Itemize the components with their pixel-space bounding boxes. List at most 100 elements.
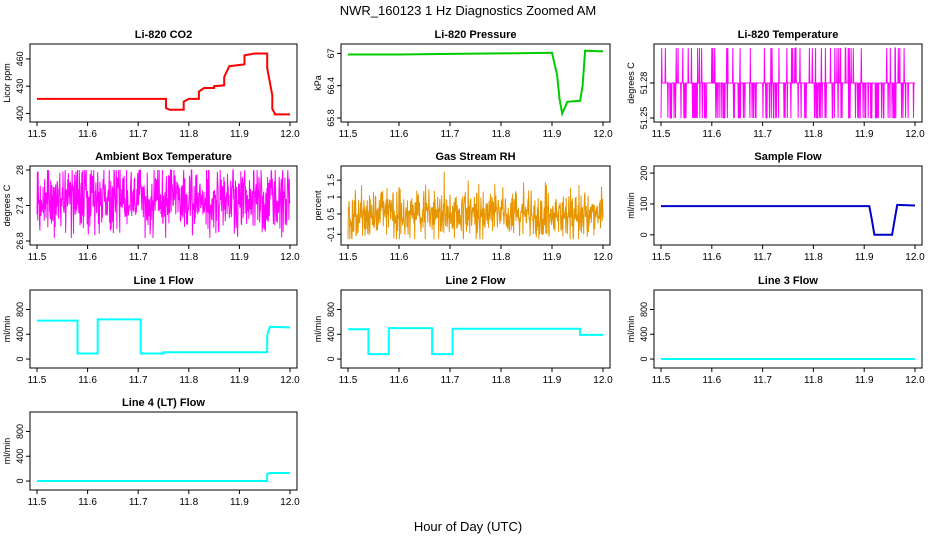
x-tick-label: 11.8 [492, 129, 511, 140]
plot-frame [340, 165, 611, 246]
x-tick-label: 11.8 [492, 375, 511, 386]
panel-ylabel: Licor ppm [2, 63, 12, 103]
chart-panel: Line 4 (LT) Flow ml/min 11.5 11.6 11.7 11.8 11… [2, 397, 300, 508]
y-tick-label: 51.25 [639, 107, 649, 130]
x-tick-label: 11.9 [230, 497, 249, 508]
x-tick-label: 11.6 [78, 252, 97, 263]
x-tick-label: 11.9 [230, 129, 249, 140]
figure-xlabel: Hour of Day (UTC) [414, 519, 522, 534]
y-tick-label: 0 [15, 357, 25, 362]
x-tick-label: 11.8 [179, 375, 198, 386]
y-tick-label: 400 [15, 449, 25, 464]
x-tick-label: 12.0 [905, 252, 925, 263]
panels: Li-820 CO2 Licor ppm 11.5 11.6 11.7 11.8 11.9 1… [2, 29, 925, 508]
panel-ylabel: ml/min [2, 316, 12, 343]
y-tick-label: 0 [639, 357, 649, 362]
x-tick-label: 11.9 [543, 375, 562, 386]
x-tick-label: 11.8 [804, 252, 823, 263]
y-tick-label: 0.5 [326, 208, 336, 221]
x-tick-label: 11.7 [441, 252, 460, 263]
chart-panel: Ambient Box Temperature degrees C 11.5 11.6… [2, 151, 300, 263]
x-tick-label: 11.5 [652, 375, 671, 386]
y-tick-label: 800 [326, 302, 336, 317]
x-tick-label: 11.8 [179, 252, 198, 263]
x-tick-label: 11.6 [78, 375, 97, 386]
x-tick-label: 11.7 [753, 375, 772, 386]
chart-panel: Sample Flow ml/min 11.5 11.6 11.7 11.8 11.9 12.… [626, 151, 925, 263]
y-tick-label: 66.4 [326, 77, 336, 95]
x-tick-label: 11.5 [339, 252, 358, 263]
x-tick-label: 11.5 [28, 375, 47, 386]
chart-panel: Line 2 Flow ml/min 11.5 11.6 11.7 11.8 11.9 12.… [313, 275, 613, 386]
panel-title: Li-820 CO2 [135, 29, 192, 41]
series-line [348, 49, 603, 118]
panel-ylabel: kPa [313, 75, 323, 91]
y-tick-label: 400 [326, 327, 336, 342]
x-tick-label: 11.6 [390, 252, 409, 263]
y-tick-label: 1.5 [326, 174, 336, 187]
x-tick-label: 11.5 [28, 497, 47, 508]
x-tick-label: 11.9 [855, 252, 874, 263]
x-tick-label: 11.8 [804, 129, 823, 140]
y-tick-label: 400 [639, 327, 649, 342]
x-tick-label: 11.7 [129, 497, 148, 508]
figure-title: NWR_160123 1 Hz Diagnostics Zoomed AM [340, 3, 597, 18]
plot-frame [29, 43, 298, 123]
y-tick-label: 27.4 [15, 197, 25, 215]
y-tick-label: -0.1 [326, 226, 336, 242]
x-tick-label: 12.0 [593, 252, 613, 263]
chart-panel: Li-820 CO2 Licor ppm 11.5 11.6 11.7 11.8 11.9 1… [2, 29, 300, 140]
panel-title: Sample Flow [754, 151, 822, 163]
x-tick-label: 11.9 [855, 375, 874, 386]
y-tick-label: 460 [15, 51, 25, 66]
x-tick-label: 12.0 [280, 252, 300, 263]
x-tick-label: 11.7 [129, 252, 148, 263]
series-line [37, 318, 291, 355]
chart-panel: Line 1 Flow ml/min 11.5 11.6 11.7 11.8 11.9 12.… [2, 275, 300, 386]
y-tick-label: 430 [15, 79, 25, 94]
series-line [660, 47, 915, 119]
panel-ylabel: percent [313, 190, 323, 221]
x-tick-label: 11.6 [702, 375, 721, 386]
x-tick-label: 11.8 [179, 497, 198, 508]
x-tick-label: 11.5 [652, 252, 671, 263]
panel-title: Gas Stream RH [435, 151, 515, 163]
x-tick-label: 11.8 [492, 252, 511, 263]
panel-ylabel: ml/min [313, 316, 323, 343]
y-tick-label: 800 [15, 424, 25, 439]
x-tick-label: 11.9 [543, 129, 562, 140]
y-tick-label: 0 [639, 232, 649, 237]
panel-ylabel: ml/min [626, 192, 636, 219]
panel-ylabel: degrees C [2, 184, 12, 226]
panel-ylabel: degrees C [626, 62, 636, 104]
y-tick-label: 400 [15, 106, 25, 121]
x-tick-label: 11.9 [543, 252, 562, 263]
x-tick-label: 11.5 [28, 252, 47, 263]
x-tick-label: 11.6 [78, 129, 97, 140]
panel-title: Line 1 Flow [134, 275, 194, 287]
series-line [348, 327, 603, 356]
y-tick-label: 800 [639, 302, 649, 317]
x-tick-label: 12.0 [593, 129, 613, 140]
plot-frame [340, 43, 611, 123]
x-tick-label: 11.6 [78, 497, 97, 508]
x-tick-label: 11.5 [339, 375, 358, 386]
x-tick-label: 11.6 [702, 129, 721, 140]
x-tick-label: 11.9 [230, 375, 249, 386]
x-tick-label: 11.8 [179, 129, 198, 140]
panel-ylabel: ml/min [2, 438, 12, 465]
y-tick-label: 0 [15, 479, 25, 484]
panel-title: Li-820 Temperature [738, 29, 839, 41]
chart-panel: Gas Stream RH percent 11.5 11.6 11.7 11.8 11.9… [313, 151, 613, 263]
x-tick-label: 12.0 [905, 129, 925, 140]
x-tick-label: 11.8 [804, 375, 823, 386]
chart-panel: Li-820 Temperature degrees C 11.5 11.6 11.7 1… [626, 29, 925, 140]
x-tick-label: 12.0 [280, 375, 300, 386]
panel-ylabel: ml/min [626, 316, 636, 343]
plot-frame [653, 165, 923, 246]
plot-frame [29, 289, 298, 369]
x-tick-label: 11.7 [441, 129, 460, 140]
x-tick-label: 11.6 [390, 375, 409, 386]
plot-frame [29, 411, 298, 491]
